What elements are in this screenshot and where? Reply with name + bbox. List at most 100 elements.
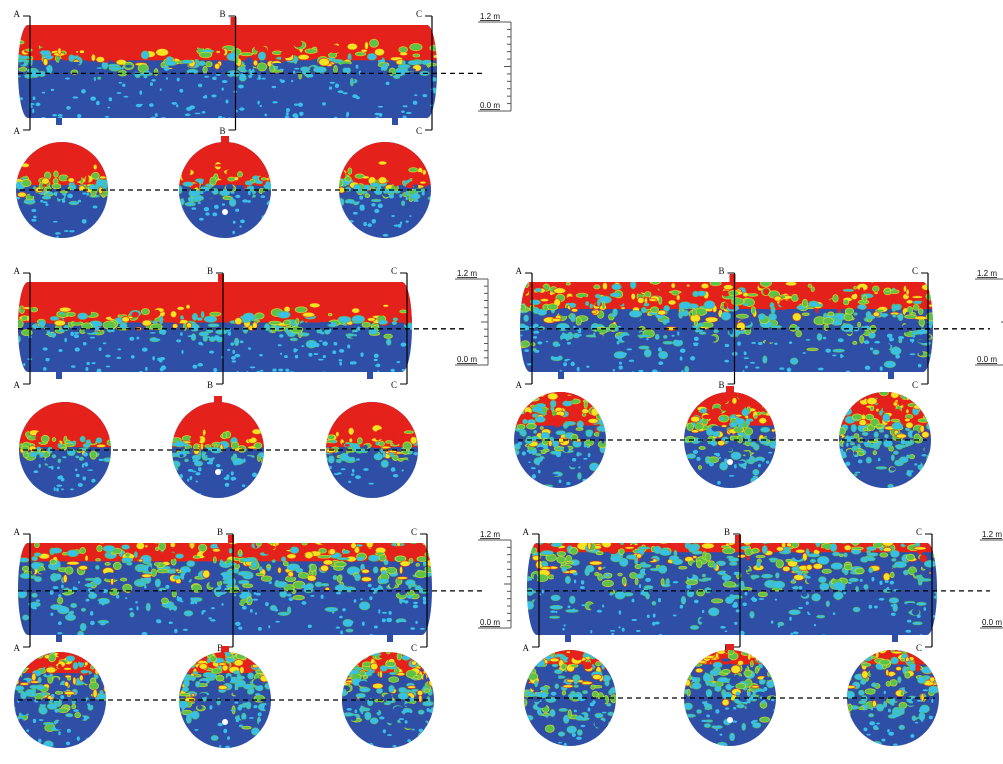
speck [258, 75, 261, 79]
mix-blob [97, 657, 102, 660]
mix-blob [314, 67, 327, 73]
mix-blob [685, 436, 694, 442]
speck [232, 231, 235, 234]
mix-blob [411, 661, 416, 665]
mix-blob [298, 573, 309, 579]
speck [294, 68, 299, 70]
mix-blob [218, 438, 223, 441]
mix-blob [362, 569, 370, 573]
mix-blob [410, 194, 420, 200]
mix-blob [269, 321, 281, 324]
mix-blob [641, 266, 652, 269]
mix-blob [26, 508, 35, 511]
mix-blob [643, 281, 650, 287]
mix-blob [113, 562, 121, 569]
mix-blob [32, 673, 36, 681]
mix-blob [208, 467, 215, 470]
speck [225, 483, 230, 487]
speck [603, 467, 608, 469]
mix-blob [864, 244, 873, 247]
speck [912, 334, 915, 337]
speck [31, 219, 36, 222]
speck [415, 235, 417, 238]
mix-blob [281, 51, 292, 59]
mix-blob [116, 506, 123, 510]
mix-blob [519, 428, 523, 435]
mix-blob [332, 440, 336, 443]
speck [343, 92, 348, 94]
mix-blob [193, 556, 200, 559]
speck [618, 366, 622, 370]
speck [104, 744, 108, 746]
mix-blob [595, 331, 599, 336]
speck [279, 334, 283, 338]
mix-blob [737, 435, 742, 443]
speck [269, 581, 272, 584]
mix-blob [13, 655, 18, 660]
speck [417, 238, 422, 242]
mix-blob [81, 747, 89, 752]
speck [671, 335, 674, 337]
mix-blob [694, 321, 697, 326]
mix-blob [368, 647, 376, 650]
mix-blob [356, 638, 364, 644]
speck [261, 195, 266, 198]
mix-blob [267, 194, 274, 198]
speck [182, 707, 185, 711]
mix-blob [18, 552, 21, 555]
mix-blob [928, 304, 936, 307]
mix-blob [724, 302, 728, 309]
mix-blob [120, 578, 127, 581]
speck [925, 490, 928, 494]
mix-blob [893, 314, 896, 317]
mix-blob [260, 675, 269, 682]
mix-blob [397, 622, 409, 629]
mix-blob [263, 548, 270, 555]
speck [129, 608, 133, 611]
speck [755, 367, 759, 369]
mix-blob [104, 686, 107, 691]
speck [272, 368, 276, 371]
speck [413, 452, 418, 455]
mix-blob [407, 686, 415, 689]
speck [257, 643, 259, 646]
mix-blob [368, 67, 371, 75]
section-label: A [14, 527, 21, 537]
mix-blob [288, 526, 301, 530]
mix-blob [382, 540, 392, 545]
mix-blob [254, 443, 262, 449]
mix-blob [911, 283, 920, 286]
mix-blob [761, 407, 771, 412]
mix-blob [151, 516, 157, 520]
mix-blob [917, 443, 923, 446]
mix-blob [745, 451, 750, 459]
speck [586, 366, 589, 368]
mix-blob [923, 415, 933, 420]
mix-blob [54, 574, 61, 580]
mix-blob [103, 60, 109, 62]
speck [62, 193, 66, 196]
mix-blob [88, 59, 91, 62]
speck [411, 495, 415, 498]
mix-blob [890, 467, 895, 471]
mix-blob [352, 658, 359, 661]
mix-blob [298, 324, 310, 327]
speck [157, 638, 159, 640]
mix-blob [213, 435, 218, 438]
mix-blob [556, 431, 566, 435]
speck [384, 750, 387, 752]
mix-blob [681, 387, 691, 393]
mix-blob [387, 435, 395, 437]
mix-blob [122, 558, 133, 563]
mix-blob [717, 372, 725, 377]
mix-blob [760, 438, 767, 444]
mix-blob [522, 385, 530, 391]
speck [336, 592, 341, 595]
speck [557, 344, 560, 347]
mix-blob [84, 651, 94, 653]
mix-blob [708, 393, 713, 396]
speck [576, 452, 579, 456]
speck [676, 384, 682, 386]
scale-bottom-label: 0.0 m [977, 355, 997, 364]
speck [180, 600, 183, 602]
